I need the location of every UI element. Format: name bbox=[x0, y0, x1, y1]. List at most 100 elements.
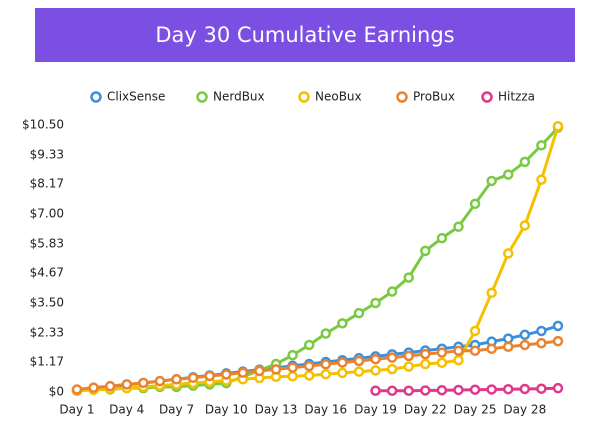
data-point bbox=[502, 333, 514, 344]
legend-marker bbox=[396, 91, 408, 103]
data-point bbox=[386, 363, 398, 375]
data-point bbox=[436, 232, 448, 244]
legend-marker bbox=[481, 91, 493, 103]
data-point bbox=[337, 318, 348, 329]
data-point bbox=[386, 286, 398, 297]
data-point bbox=[287, 370, 298, 382]
y-tick-label: $1.17 bbox=[30, 355, 64, 369]
x-tick-label: Day 13 bbox=[255, 403, 298, 417]
data-point bbox=[469, 345, 481, 357]
data-point bbox=[420, 245, 431, 257]
x-tick-label: Day 19 bbox=[354, 403, 397, 417]
data-point bbox=[303, 360, 315, 372]
legend-label: Hitzza bbox=[498, 90, 535, 104]
data-point bbox=[536, 337, 547, 349]
series-line bbox=[375, 386, 559, 393]
y-tick-label: $4.67 bbox=[30, 266, 64, 280]
data-point bbox=[436, 357, 448, 369]
y-tick-label: $2.33 bbox=[30, 325, 64, 339]
data-point bbox=[486, 175, 497, 187]
legend-label: NerdBux bbox=[213, 90, 265, 104]
data-point bbox=[320, 328, 332, 339]
x-tick-label: Day 7 bbox=[159, 403, 194, 417]
data-point bbox=[453, 354, 464, 366]
data-point bbox=[71, 384, 83, 395]
data-point bbox=[453, 345, 464, 357]
data-point bbox=[420, 358, 431, 370]
x-tick-label: Day 28 bbox=[503, 403, 546, 417]
data-point bbox=[453, 221, 464, 232]
y-tick-label: $9.33 bbox=[30, 147, 64, 161]
data-point bbox=[353, 366, 365, 377]
data-point bbox=[204, 370, 215, 382]
data-point bbox=[519, 220, 531, 231]
data-point bbox=[536, 140, 547, 151]
data-point bbox=[171, 374, 182, 385]
data-point bbox=[536, 383, 547, 394]
y-tick-label: $0 bbox=[49, 385, 64, 399]
data-point bbox=[536, 174, 547, 185]
data-point bbox=[486, 287, 497, 299]
data-point bbox=[270, 364, 282, 375]
legend-marker bbox=[298, 91, 310, 103]
legend-marker bbox=[196, 91, 208, 103]
data-point bbox=[353, 355, 365, 367]
series-line bbox=[76, 339, 559, 391]
data-point bbox=[287, 349, 298, 361]
x-tick-label: Day 25 bbox=[454, 403, 497, 417]
data-point bbox=[403, 272, 414, 283]
data-point bbox=[370, 365, 381, 376]
data-point bbox=[386, 385, 398, 396]
data-point bbox=[453, 384, 464, 396]
data-point bbox=[436, 384, 448, 396]
y-tick-label: $5.83 bbox=[30, 236, 64, 250]
data-point bbox=[552, 320, 564, 332]
data-point bbox=[353, 307, 365, 319]
x-tick-label: Day 1 bbox=[59, 403, 94, 417]
data-point bbox=[254, 365, 265, 377]
data-point bbox=[403, 350, 414, 362]
data-point bbox=[436, 347, 448, 358]
data-point bbox=[519, 339, 531, 351]
data-point bbox=[187, 372, 199, 384]
data-point bbox=[370, 353, 381, 365]
data-point bbox=[88, 382, 99, 393]
data-point bbox=[237, 367, 249, 378]
chart-title: Day 30 Cumulative Earnings bbox=[155, 23, 454, 47]
data-point bbox=[502, 248, 514, 259]
data-point bbox=[320, 368, 332, 380]
data-point bbox=[420, 348, 431, 360]
x-tick-label: Day 10 bbox=[205, 403, 248, 417]
data-point bbox=[138, 377, 149, 389]
data-point bbox=[386, 352, 398, 363]
legend-marker bbox=[90, 91, 102, 103]
data-point bbox=[403, 361, 414, 372]
y-tick-label: $7.00 bbox=[30, 207, 64, 221]
x-tick-label: Day 4 bbox=[109, 403, 144, 417]
data-point bbox=[370, 297, 381, 309]
series-line bbox=[76, 125, 560, 393]
data-point bbox=[486, 384, 497, 395]
data-point bbox=[536, 325, 547, 337]
data-point bbox=[552, 335, 564, 347]
data-point bbox=[502, 169, 514, 180]
data-point bbox=[486, 343, 497, 355]
data-point bbox=[403, 385, 414, 396]
x-tick-label: Day 16 bbox=[304, 403, 347, 417]
data-point bbox=[469, 325, 481, 337]
series-line bbox=[76, 126, 560, 393]
data-point bbox=[320, 359, 332, 370]
data-point bbox=[552, 382, 564, 394]
legend-label: ProBux bbox=[413, 90, 455, 104]
data-point bbox=[337, 367, 348, 379]
legend-label: ClixSense bbox=[107, 90, 165, 104]
data-point bbox=[519, 383, 531, 395]
data-point bbox=[287, 362, 298, 373]
data-point bbox=[303, 339, 315, 351]
legend-label: NeoBux bbox=[315, 90, 362, 104]
data-point bbox=[121, 379, 133, 390]
data-point bbox=[303, 370, 315, 381]
data-point bbox=[502, 341, 514, 352]
data-point bbox=[519, 156, 531, 168]
